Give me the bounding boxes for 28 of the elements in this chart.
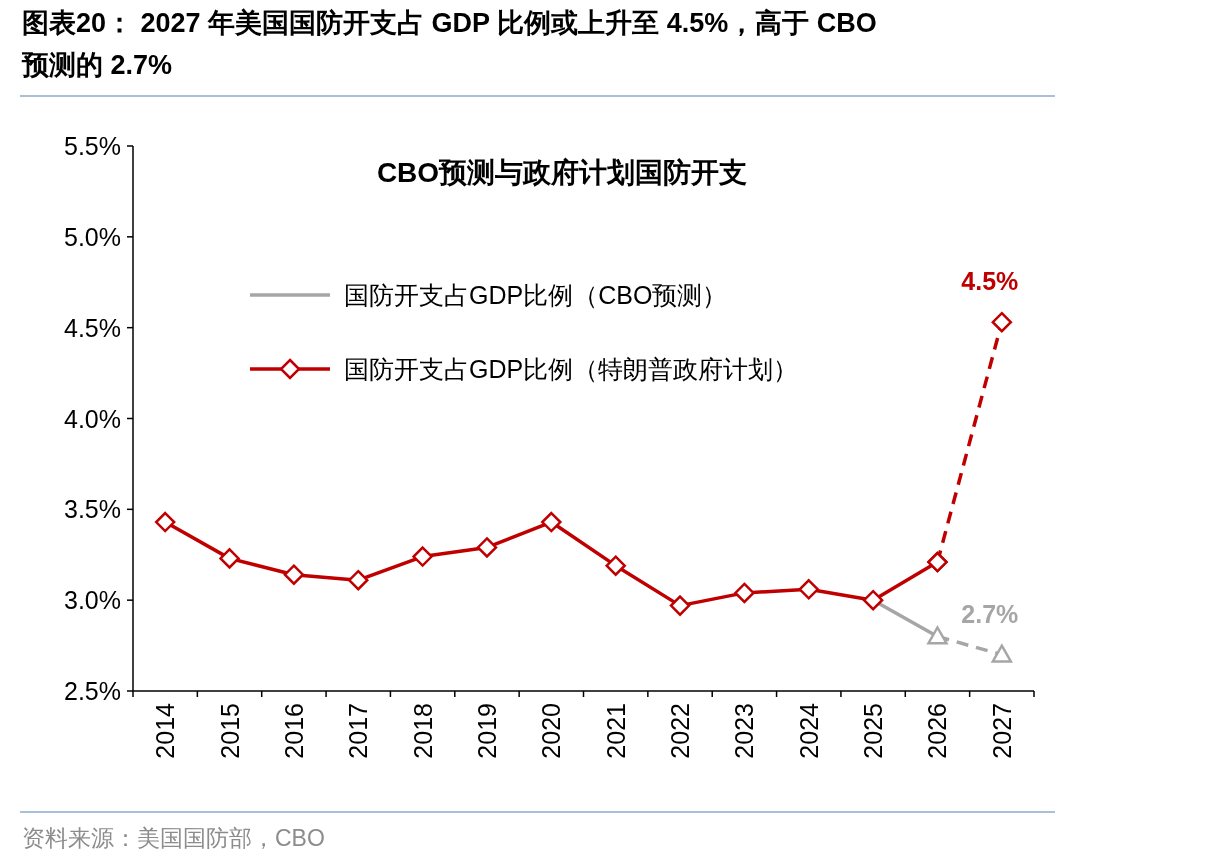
y-tick-label: 2.5% bbox=[64, 677, 121, 705]
legend-label: 国防开支占GDP比例（CBO预测） bbox=[344, 281, 728, 309]
legend-label: 国防开支占GDP比例（特朗普政府计划） bbox=[344, 355, 799, 383]
x-tick-label: 2026 bbox=[923, 703, 952, 759]
data-label: 4.5% bbox=[961, 267, 1019, 296]
x-tick-label: 2018 bbox=[408, 703, 437, 759]
chart-title: 图表20： 2027 年美国国防开支占 GDP 比例或上升至 4.5%，高于 CBO 预测的 2.7% bbox=[21, 8, 885, 80]
text: 资料来源：美国国防部，CBO bbox=[22, 825, 325, 851]
x-tick-label: 2027 bbox=[987, 703, 1016, 759]
x-tick-label: 2023 bbox=[730, 703, 759, 759]
x-tick-label: 2024 bbox=[794, 702, 823, 759]
x-tick-label: 2014 bbox=[151, 702, 180, 759]
y-tick-label: 4.5% bbox=[64, 313, 121, 342]
y-tick-label: 5.0% bbox=[64, 222, 121, 251]
data-label: 2.7% bbox=[961, 599, 1019, 628]
x-tick-label: 2022 bbox=[666, 703, 695, 759]
y-tick-label: 3.0% bbox=[64, 586, 121, 615]
y-tick-label: 4.0% bbox=[64, 404, 121, 433]
chart-subtitle: CBO预测与政府计划国防开支 bbox=[376, 157, 748, 188]
y-tick-label: 5.5% bbox=[64, 132, 121, 160]
y-tick-label: 3.5% bbox=[64, 495, 121, 524]
x-tick-label: 2017 bbox=[344, 703, 373, 759]
x-tick-label: 2020 bbox=[537, 703, 566, 759]
x-tick-label: 2019 bbox=[472, 703, 501, 759]
x-tick-label: 2021 bbox=[601, 703, 630, 759]
x-tick-label: 2015 bbox=[215, 703, 244, 759]
x-tick-label: 2016 bbox=[279, 703, 308, 759]
x-tick-label: 2025 bbox=[859, 703, 888, 759]
